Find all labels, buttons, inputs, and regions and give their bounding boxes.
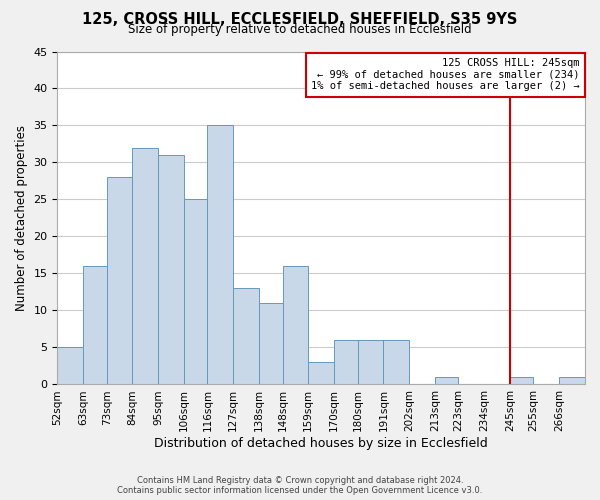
Bar bbox=[435, 377, 458, 384]
Bar bbox=[358, 340, 383, 384]
Bar bbox=[184, 200, 208, 384]
Text: Contains HM Land Registry data © Crown copyright and database right 2024.
Contai: Contains HM Land Registry data © Crown c… bbox=[118, 476, 482, 495]
Bar bbox=[208, 126, 233, 384]
Bar bbox=[510, 377, 533, 384]
Bar bbox=[158, 155, 184, 384]
Bar bbox=[58, 348, 83, 385]
Bar bbox=[107, 178, 133, 384]
X-axis label: Distribution of detached houses by size in Ecclesfield: Distribution of detached houses by size … bbox=[154, 437, 488, 450]
Text: 125 CROSS HILL: 245sqm
← 99% of detached houses are smaller (234)
1% of semi-det: 125 CROSS HILL: 245sqm ← 99% of detached… bbox=[311, 58, 580, 92]
Y-axis label: Number of detached properties: Number of detached properties bbox=[15, 125, 28, 311]
Bar bbox=[308, 362, 334, 384]
Bar bbox=[259, 303, 283, 384]
Bar bbox=[334, 340, 358, 384]
Bar bbox=[559, 377, 585, 384]
Bar bbox=[383, 340, 409, 384]
Text: 125, CROSS HILL, ECCLESFIELD, SHEFFIELD, S35 9YS: 125, CROSS HILL, ECCLESFIELD, SHEFFIELD,… bbox=[82, 12, 518, 28]
Text: Size of property relative to detached houses in Ecclesfield: Size of property relative to detached ho… bbox=[128, 22, 472, 36]
Bar bbox=[233, 288, 259, 384]
Bar bbox=[133, 148, 158, 384]
Bar bbox=[283, 266, 308, 384]
Bar bbox=[83, 266, 107, 384]
